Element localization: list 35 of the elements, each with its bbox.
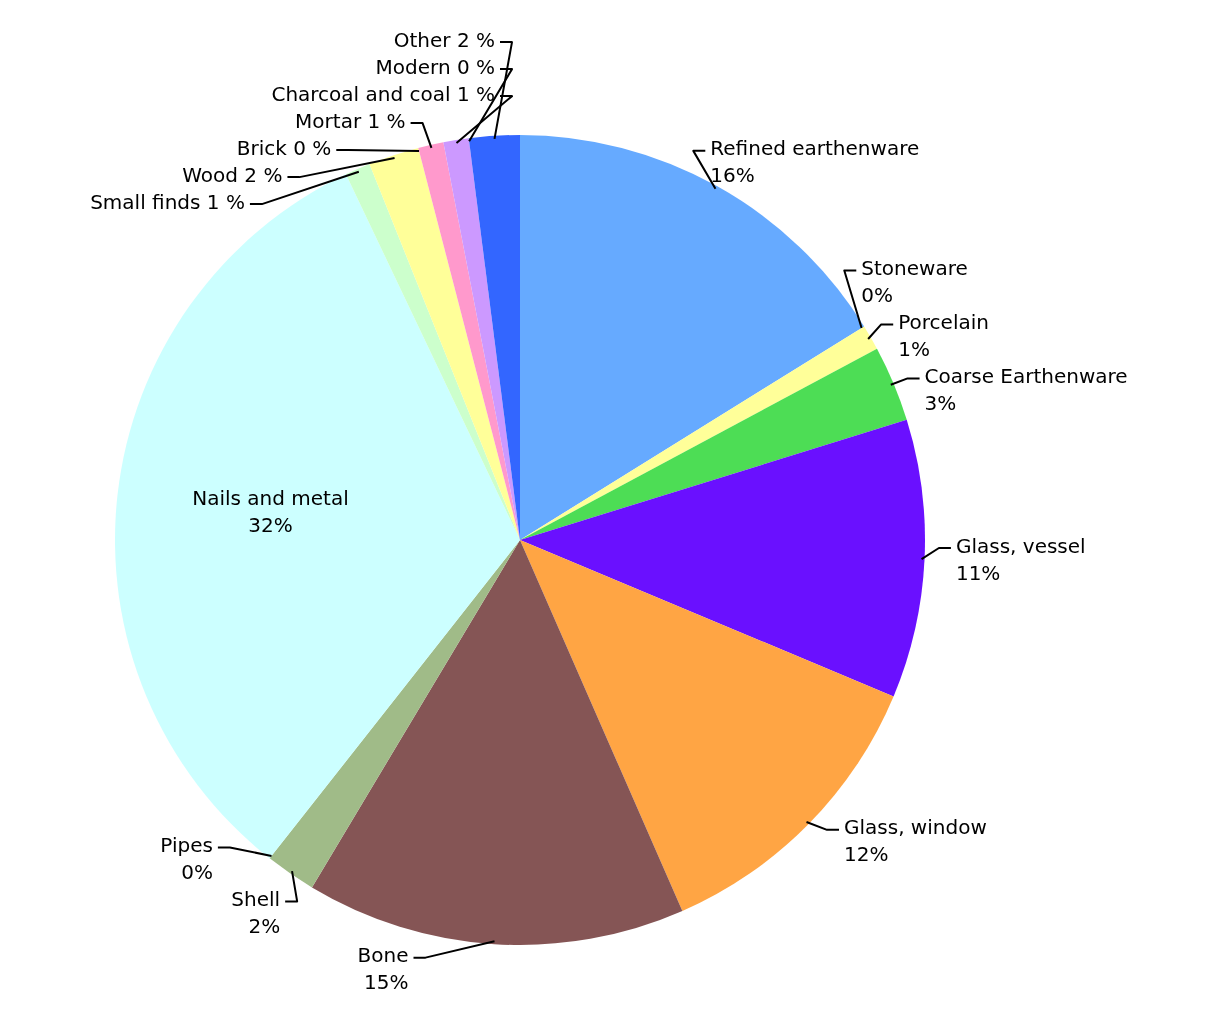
text: 0% [181,859,213,884]
data-label: 3% [924,390,957,415]
data-label: 15% [364,970,409,995]
slice-label: Coarse Earthenware [924,363,1128,388]
slice-label: Charcoal and coal 1 % [271,81,495,106]
slice-label: Glass, window [843,815,987,840]
pie-slice [311,540,683,945]
data-label: 12% [843,842,889,867]
legend-label: Pipes [160,832,213,857]
data-label: 1% [898,336,930,361]
data-label: 16% [710,163,755,188]
slice-label: Glass, vessel [955,533,1086,558]
pie-slice [520,419,925,697]
category-label: Stoneware [861,255,968,280]
pie-slice [418,142,520,540]
text: 0% [861,282,894,307]
slice-label: Small finds 1 % [90,189,245,214]
slice-label: Bone [357,943,409,968]
data-label: 11% [955,560,1001,585]
pie-slice [269,540,520,888]
category-label: Modern 0 % [375,54,495,79]
pie-slice [345,164,520,540]
pie-slice [443,138,520,540]
pie-slice [520,326,877,540]
legend-label: Brick 0 % [236,135,332,160]
slice-label: Mortar 1 % [295,108,406,133]
slice-label: Wood 2 % [182,162,283,187]
slice-label: Nails and metal [192,486,349,511]
slice-label: Porcelain [898,309,989,334]
slice-label: Shell [231,886,281,911]
pie-slice [369,147,520,540]
slice-label: Refined earthenware [710,136,920,161]
slice-label: Other 2 % [393,27,495,52]
data-label: 32% [248,513,293,538]
data-label: 2% [248,913,281,938]
